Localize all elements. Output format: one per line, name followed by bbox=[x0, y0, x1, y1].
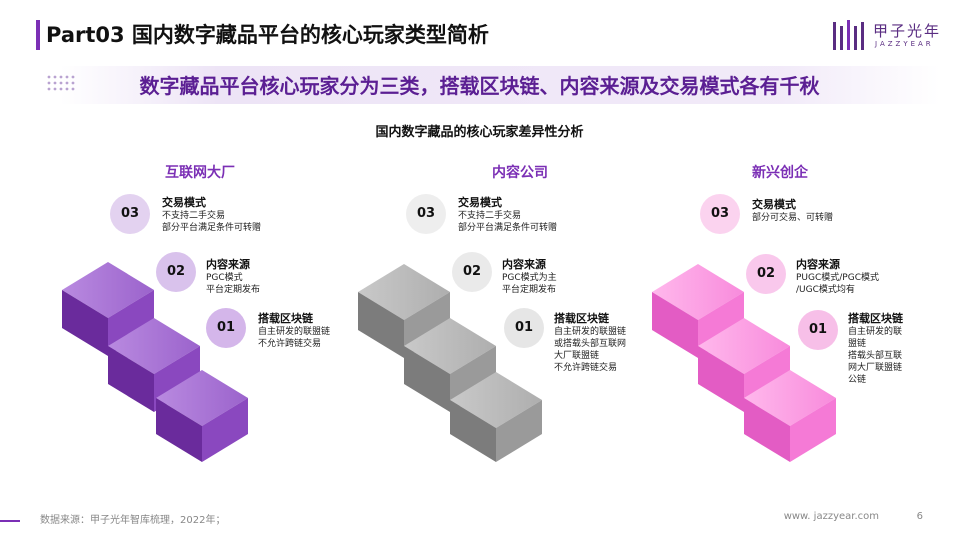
step-line: 公链 bbox=[848, 375, 867, 385]
step-line: 部分可交易、可转赠 bbox=[752, 213, 834, 223]
step-line: 平台定期发布 bbox=[502, 285, 557, 295]
purple-block-bottom bbox=[156, 370, 248, 462]
step-label-trade: 交易模式 不支持二手交易 部分平台满足条件可转赠 bbox=[458, 196, 557, 234]
step-line: 不支持二手交易 bbox=[162, 211, 226, 221]
step-line: 搭载头部互联 bbox=[848, 351, 903, 361]
step-label-chain: 搭载区块链 自主研发的联盟链 不允许跨链交易 bbox=[258, 312, 330, 350]
footer-source: 数据来源：甲子光年智库梳理，2022年； bbox=[40, 515, 226, 526]
footer-website: www. jazzyear.com bbox=[783, 511, 879, 522]
title-accent-bar bbox=[36, 20, 40, 50]
step-circle-03: 03 bbox=[700, 194, 740, 234]
brand-sub: JAZZYEAR bbox=[875, 40, 934, 48]
step-circle-02: 02 bbox=[156, 252, 196, 292]
subtitle-band bbox=[60, 66, 940, 104]
step-label-trade: 交易模式 部分可交易、可转赠 bbox=[752, 198, 833, 224]
step-line: 或搭载头部互联网 bbox=[554, 339, 627, 349]
step-line: PGC模式 bbox=[206, 273, 243, 283]
step-circle-03: 03 bbox=[406, 194, 446, 234]
step-label-content: 内容来源 PUGC模式/PGC模式 /UGC模式均有 bbox=[796, 258, 879, 296]
step-heading: 交易模式 bbox=[458, 196, 502, 209]
step-heading: 交易模式 bbox=[752, 198, 796, 211]
step-line: 不允许跨链交易 bbox=[258, 339, 322, 349]
step-heading: 内容来源 bbox=[502, 258, 546, 271]
step-line: 盟链 bbox=[848, 339, 867, 349]
step-line: 不允许跨链交易 bbox=[554, 363, 618, 373]
gray-block-bottom bbox=[450, 372, 542, 462]
step-line: 自主研发的联盟链 bbox=[554, 327, 627, 337]
step-circle-01: 01 bbox=[798, 310, 838, 350]
step-line: 平台定期发布 bbox=[206, 285, 261, 295]
step-line: 网大厂联盟链 bbox=[848, 363, 903, 373]
step-circle-01: 01 bbox=[504, 308, 544, 348]
step-label-content: 内容来源 PGC模式 平台定期发布 bbox=[206, 258, 260, 296]
page-number: 6 bbox=[916, 511, 923, 522]
step-line: 自主研发的联盟链 bbox=[258, 327, 331, 337]
column-title-content: 内容公司 bbox=[492, 165, 548, 181]
step-heading: 搭载区块链 bbox=[848, 312, 903, 325]
gray-staircase bbox=[358, 264, 542, 462]
step-heading: 内容来源 bbox=[206, 258, 250, 271]
purple-staircase bbox=[62, 262, 248, 462]
step-circle-02: 02 bbox=[452, 252, 492, 292]
step-circle-01: 01 bbox=[206, 308, 246, 348]
step-heading: 搭载区块链 bbox=[554, 312, 609, 325]
step-line: 部分平台满足条件可转赠 bbox=[458, 223, 558, 233]
step-line: 自主研发的联 bbox=[848, 327, 903, 337]
pink-staircase bbox=[652, 264, 836, 462]
column-title-startup: 新兴创企 bbox=[752, 165, 808, 181]
brand-logo: 甲子光年 JAZZYEAR bbox=[831, 18, 939, 54]
step-label-chain: 搭载区块链 自主研发的联盟链 或搭载头部互联网 大厂联盟链 不允许跨链交易 bbox=[554, 312, 626, 374]
dots-decoration-icon bbox=[47, 75, 75, 91]
step-heading: 交易模式 bbox=[162, 196, 206, 209]
chart-title: 国内数字藏品的核心玩家差异性分析 bbox=[375, 125, 584, 140]
step-heading: 内容来源 bbox=[796, 258, 840, 271]
step-line: PGC模式为主 bbox=[502, 273, 557, 283]
step-line: 部分平台满足条件可转赠 bbox=[162, 223, 262, 233]
pink-block-bottom bbox=[744, 370, 836, 462]
step-line: 大厂联盟链 bbox=[554, 351, 600, 361]
step-label-content: 内容来源 PGC模式为主 平台定期发布 bbox=[502, 258, 557, 296]
footer-accent-line bbox=[0, 520, 20, 522]
page-title: Part03 国内数字藏品平台的核心玩家类型简析 bbox=[46, 23, 489, 47]
brand-logo-icon bbox=[833, 20, 864, 50]
step-label-trade: 交易模式 不支持二手交易 部分平台满足条件可转赠 bbox=[162, 196, 261, 234]
step-line: PUGC模式/PGC模式 bbox=[796, 273, 879, 283]
step-line: 不支持二手交易 bbox=[458, 211, 522, 221]
step-circle-03: 03 bbox=[110, 194, 150, 234]
step-heading: 搭载区块链 bbox=[258, 312, 313, 325]
step-label-chain: 搭载区块链 自主研发的联 盟链 搭载头部互联 网大厂联盟链 公链 bbox=[848, 312, 903, 386]
page-subtitle: 数字藏品平台核心玩家分为三类，搭载区块链、内容来源及交易模式各有千秋 bbox=[139, 74, 820, 98]
step-line: /UGC模式均有 bbox=[796, 285, 855, 295]
brand-name: 甲子光年 bbox=[873, 22, 942, 40]
step-circle-02: 02 bbox=[746, 254, 786, 294]
column-title-internet: 互联网大厂 bbox=[165, 165, 235, 181]
